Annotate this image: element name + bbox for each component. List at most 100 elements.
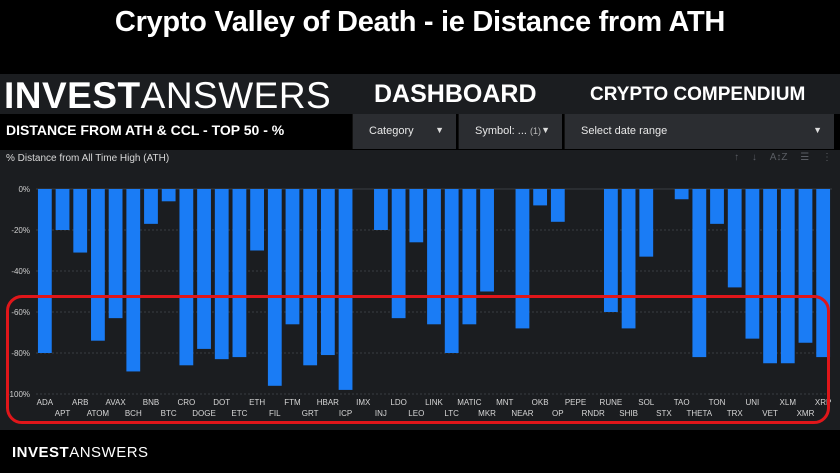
bar-eth [250, 189, 265, 251]
y-tick-label: 0% [18, 185, 30, 194]
bar-dot [214, 189, 229, 360]
page-subtitle: DISTANCE FROM ATH & CCL - TOP 50 - % [6, 122, 285, 138]
x-tick-label: ETH [249, 398, 265, 407]
bar-vet [763, 189, 777, 364]
x-tick-label: ICP [339, 409, 352, 418]
x-tick-label: BTC [161, 409, 177, 418]
bar-bnb [144, 189, 158, 224]
x-tick-label: IMX [356, 398, 371, 407]
x-tick-label: MNT [496, 398, 513, 407]
bar-icp [338, 189, 353, 390]
bar-xrp [816, 189, 831, 358]
x-tick-label: XMR [797, 409, 815, 418]
x-tick-label: LTC [444, 409, 459, 418]
bar-hbar [320, 189, 335, 356]
x-tick-label: RUNE [600, 398, 623, 407]
x-tick-label: HBAR [317, 398, 339, 407]
x-tick-label: MKR [478, 409, 496, 418]
x-tick-label: THETA [687, 409, 713, 418]
chevron-down-icon: ▼ [435, 125, 444, 135]
sort-down-icon[interactable]: ↓ [751, 152, 757, 163]
x-tick-label: INJ [375, 409, 387, 418]
x-tick-label: GRT [302, 409, 319, 418]
bar-okb [533, 189, 548, 206]
bar-leo [409, 189, 424, 243]
x-tick-label: SOL [638, 398, 655, 407]
bar-shib [621, 189, 636, 329]
bar-link [427, 189, 441, 325]
x-tick-label: ETC [231, 409, 247, 418]
x-tick-label: ARB [72, 398, 88, 407]
chart-panel: % Distance from All Time High (ATH) ↑ ↓ … [0, 150, 840, 430]
chart-title: % Distance from All Time High (ATH) [6, 153, 170, 164]
x-tick-label: FTM [284, 398, 301, 407]
x-tick-label: DOT [213, 398, 230, 407]
bar-sol [639, 189, 654, 257]
bar-arb [73, 189, 88, 253]
x-tick-label: AVAX [106, 398, 127, 407]
dashboard-header: INVESTANSWERS DASHBOARD CRYPTO COMPENDIU… [0, 74, 840, 116]
x-tick-label: TRX [727, 409, 744, 418]
x-tick-label: RNDR [582, 409, 605, 418]
bar-ldo [391, 189, 406, 319]
brand-bold: INVEST [4, 75, 141, 116]
x-tick-label: SHIB [619, 409, 638, 418]
x-tick-label: UNI [746, 398, 760, 407]
valley-highlight-box [6, 295, 830, 424]
x-tick-label: MATIC [457, 398, 482, 407]
x-tick-label: TAO [674, 398, 690, 407]
filter-bar: DISTANCE FROM ATH & CCL - TOP 50 - % Cat… [0, 114, 840, 150]
bar-matic [462, 189, 477, 325]
footer-brand-bold: INVEST [12, 444, 70, 461]
bar-avax [108, 189, 123, 319]
footer-brand-light: ANSWERS [69, 444, 149, 461]
bar-bch [126, 189, 141, 372]
x-tick-label: LINK [425, 398, 443, 407]
symbol-label: Symbol: ... [475, 125, 527, 137]
bar-tao [674, 189, 689, 200]
brand-light: ANSWERS [140, 75, 332, 116]
bar-btc [161, 189, 176, 202]
x-tick-label: LEO [408, 409, 424, 418]
y-tick-label: -100% [7, 390, 30, 399]
bar-op [550, 189, 565, 222]
more-icon[interactable]: ⋮ [822, 152, 832, 163]
date-range-dropdown[interactable]: Select date range ▼ [564, 114, 834, 149]
bar-rune [603, 189, 618, 312]
bar-grt [303, 189, 318, 366]
bar-ada [37, 189, 52, 353]
y-tick-label: -40% [11, 267, 30, 276]
bar-etc [232, 189, 247, 358]
symbol-dropdown[interactable]: Symbol: ... (1) ▼ [458, 114, 562, 149]
x-tick-label: LDO [390, 398, 406, 407]
filter-icon[interactable]: ☰ [800, 152, 810, 163]
x-tick-label: STX [656, 409, 672, 418]
compendium-title: CRYPTO COMPENDIUM [590, 84, 806, 105]
x-tick-label: FIL [269, 409, 281, 418]
bar-theta [692, 189, 707, 358]
x-tick-label: ATOM [87, 409, 110, 418]
bar-ton [710, 189, 724, 224]
slide-title: Crypto Valley of Death - ie Distance fro… [114, 6, 726, 38]
x-tick-label: NEAR [511, 409, 533, 418]
dashboard-panel: INVESTANSWERS DASHBOARD CRYPTO COMPENDIU… [0, 74, 840, 430]
bar-xmr [798, 189, 813, 343]
x-tick-label: BCH [125, 409, 142, 418]
bar-doge [197, 189, 211, 349]
x-tick-label: PEPE [565, 398, 586, 407]
category-dropdown[interactable]: Category ▼ [352, 114, 456, 149]
sort-az-icon[interactable]: A↕Z [769, 152, 788, 163]
sort-up-icon[interactable]: ↑ [734, 152, 740, 163]
bar-near [515, 189, 530, 329]
chevron-down-icon: ▼ [541, 125, 550, 135]
bar-apt [55, 189, 70, 230]
y-tick-label: -20% [11, 226, 30, 235]
bar-inj [374, 189, 388, 230]
footer-brand: INVESTANSWERS [12, 444, 149, 461]
x-tick-label: CRO [177, 398, 195, 407]
bar-uni [745, 189, 760, 339]
bar-mkr [480, 189, 494, 292]
bar-ltc [444, 189, 459, 353]
bar-trx [727, 189, 742, 288]
x-tick-label: VET [762, 409, 778, 418]
